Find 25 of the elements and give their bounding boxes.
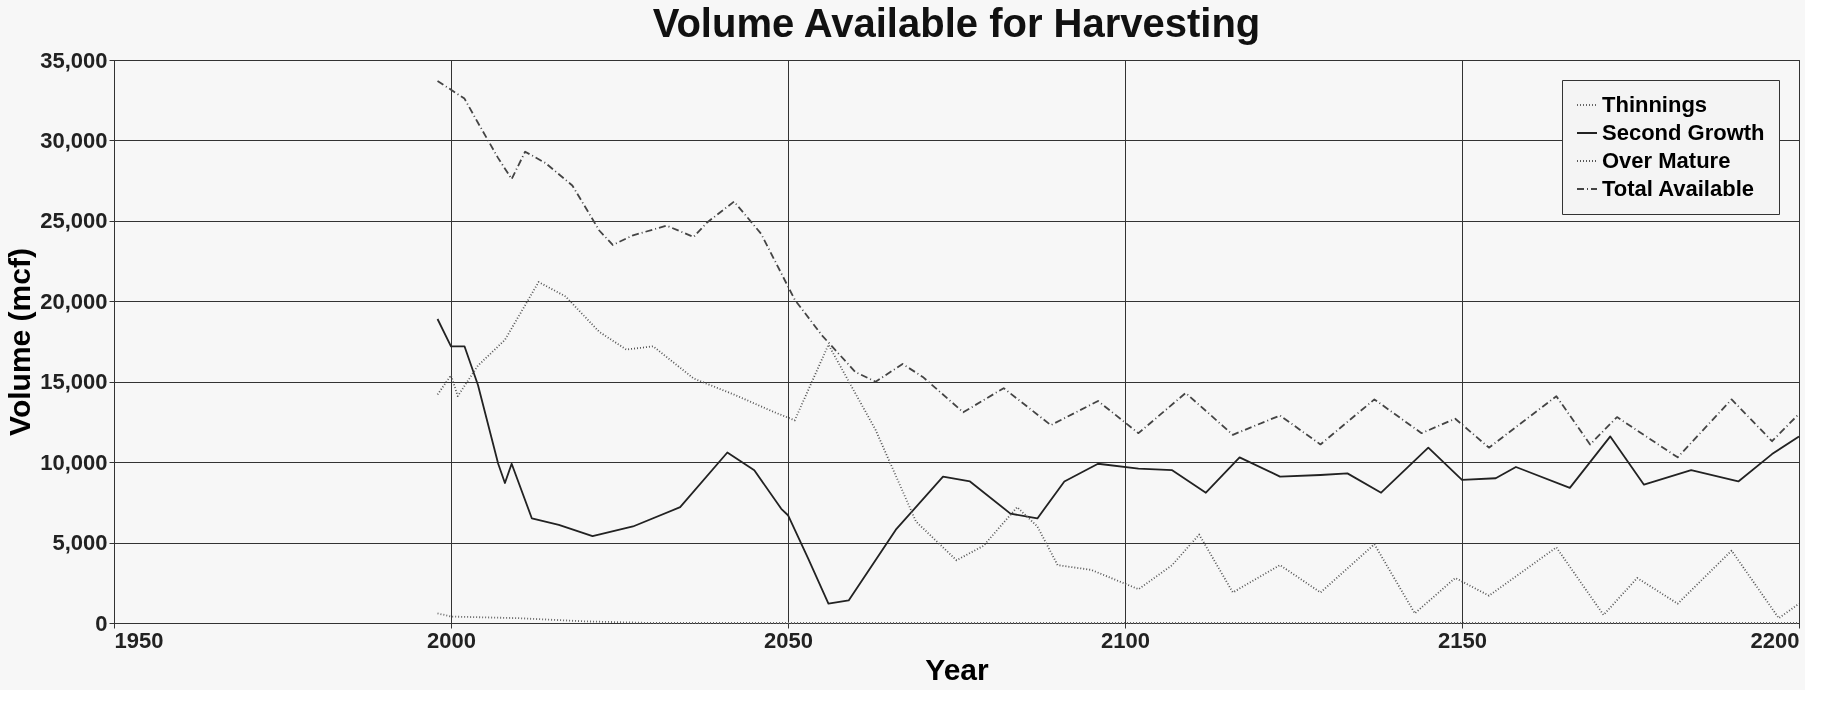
line-series [436,80,1800,459]
x-tick-label: 2050 [764,627,813,653]
x-tick-label: 2150 [1438,627,1487,653]
y-tick-label: 25,000 [40,208,108,234]
x-tick-label: 2200 [1750,627,1800,653]
x-tick-label: 1950 [114,627,164,653]
y-tick-label: 15,000 [40,369,108,395]
line-series [436,281,1800,620]
line-series [436,612,1800,624]
legend-label: Second Growth [1602,120,1765,145]
y-tick-label: 35,000 [40,47,108,73]
line-series [436,318,1800,605]
y-tick-label: 10,000 [40,449,108,475]
legend-label: Total Available [1602,176,1755,201]
y-tick-label: 20,000 [40,288,108,314]
x-axis-title: Year [925,652,990,686]
x-tick-label: 2100 [1101,627,1150,653]
legend-label: Thinnings [1602,92,1708,117]
x-tick-label: 2000 [427,627,476,653]
y-axis-title: Volume (mcf) [3,248,37,436]
legend-label: Over Mature [1602,148,1731,173]
y-tick-label: 30,000 [40,127,108,153]
y-tick-label: 5,000 [52,530,108,556]
chart-title: Volume Available for Harvesting [652,1,1261,45]
y-tick-label: 0 [95,610,108,636]
